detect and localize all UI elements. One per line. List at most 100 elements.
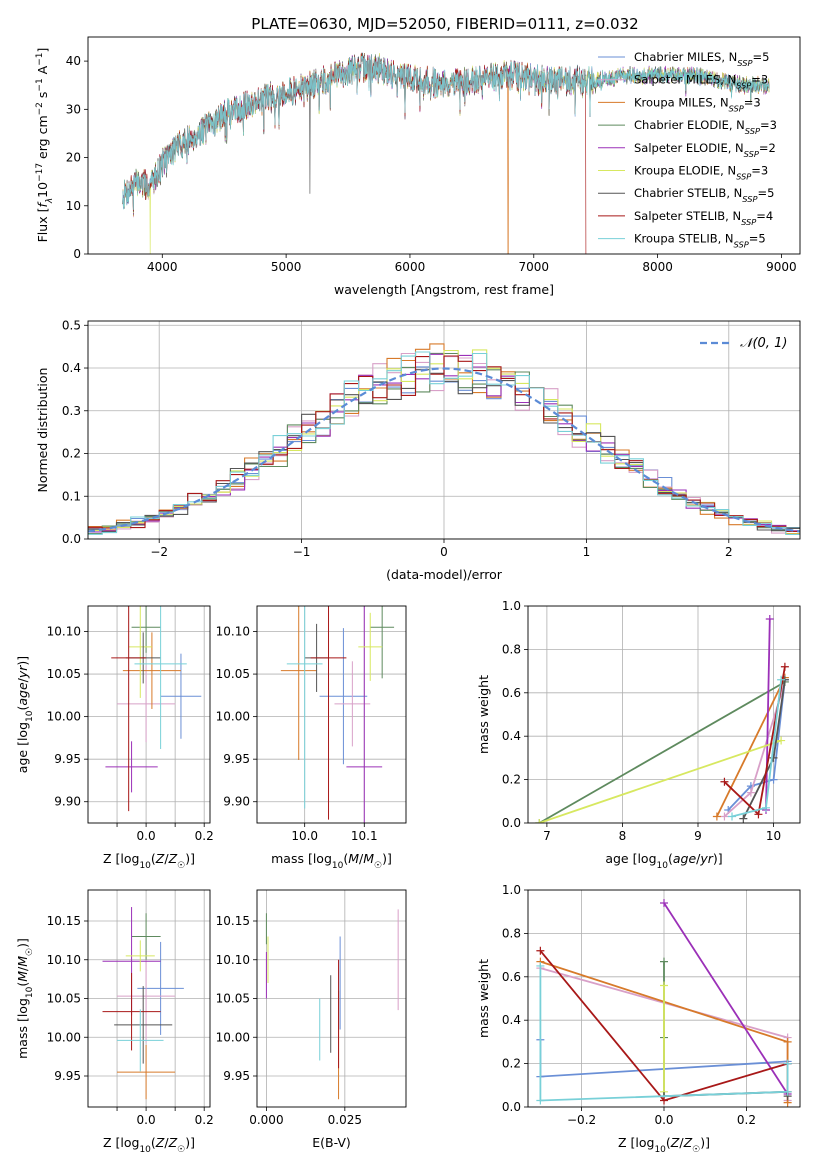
legend-label-0: Chabrier MILES, NSSP=5 xyxy=(634,50,769,68)
weight-marker xyxy=(712,812,721,821)
weight-line-8 xyxy=(539,966,789,1102)
weight-marker xyxy=(777,736,786,745)
errorbar-point-4 xyxy=(105,741,158,793)
residual-hist-6 xyxy=(88,369,800,533)
weight-marker xyxy=(777,675,786,684)
weight-marker xyxy=(783,1087,792,1096)
panel-weight_vs_z: −0.2 0.0 0.2 0.0 0.2 0.4 0.6 0.8 1.0 Z [log10(Z/Z… xyxy=(476,883,801,1155)
errorbar-point-8 xyxy=(286,606,323,809)
panel-weight_vs_age: 7 8 9 10 0.0 0.2 0.4 0.6 0.8 1.0 age [log10(age/yr… xyxy=(476,599,801,871)
weight-marker xyxy=(762,803,770,812)
y-tick-label: 9.90 xyxy=(223,795,250,809)
x-tick-label: −1 xyxy=(293,545,311,559)
x-tick-label: 0 xyxy=(440,545,448,559)
axes-frame xyxy=(87,889,211,1108)
panel-age_vs_z: 0.0 0.2 9.90 9.95 10.00 10.05 10.10 Z [log10(Z/… xyxy=(15,605,214,871)
plot-area-weight_vs_age xyxy=(528,606,800,823)
legend-label-6: Chabrier STELIB, NSSP=5 xyxy=(634,186,774,204)
x-axis-label: mass [log10(M/M☉)] xyxy=(271,851,392,871)
y-tick-label: 0.5 xyxy=(62,318,81,332)
weight-marker xyxy=(536,961,545,970)
x-tick-label: 0.0 xyxy=(137,829,156,843)
y-axis-label: Flux [fλ10−17 erg cm−2 s−1 A−1] xyxy=(35,48,55,243)
x-tick-label: 0.000 xyxy=(249,1113,283,1127)
y-tick-label: 0.8 xyxy=(502,642,521,656)
x-tick-label: 9000 xyxy=(766,260,797,274)
weight-marker xyxy=(769,753,778,762)
errorbar-point-0 xyxy=(319,628,368,765)
y-tick-label: 10.00 xyxy=(47,710,81,724)
y-tick-label: 0.4 xyxy=(502,729,521,743)
y-tick-label: 0.4 xyxy=(62,361,81,375)
x-axis-label: (data-model)/error xyxy=(386,567,503,582)
y-tick-label: 0.2 xyxy=(62,447,81,461)
plot-area-residuals xyxy=(88,321,800,539)
x-tick-label: 10 xyxy=(766,829,781,843)
spectrum-line-7 xyxy=(122,52,587,254)
errorbar-point-3 xyxy=(131,606,161,653)
y-tick-label: 0.6 xyxy=(502,970,521,984)
residual-hist-7 xyxy=(88,355,800,533)
panel-mass_vs_ebv: 0.000 0.025 9.95 10.00 10.05 10.10 10.15 E(B-V) xyxy=(216,889,407,1150)
weight-marker xyxy=(720,812,729,821)
x-tick-label: 1 xyxy=(583,545,591,559)
legend-label-4: Salpeter ELODIE, NSSP=2 xyxy=(634,141,776,159)
y-tick-label: 10.15 xyxy=(47,914,81,928)
y-tick-label: 0.0 xyxy=(62,532,81,546)
plot-area-age_vs_z xyxy=(88,606,210,823)
y-tick-label: 10.05 xyxy=(47,667,81,681)
legend-label-8: Kroupa STELIB, NSSP=5 xyxy=(634,232,766,250)
x-tick-label: 6000 xyxy=(395,260,426,274)
axes-frame xyxy=(527,605,801,824)
y-tick-label: 10.00 xyxy=(47,1030,81,1044)
x-tick-label: 5000 xyxy=(271,260,302,274)
y-tick-label: 0 xyxy=(73,247,81,261)
y-tick-label: 40 xyxy=(66,54,81,68)
y-tick-label: 9.95 xyxy=(54,752,81,766)
weight-marker xyxy=(720,777,729,786)
axes-frame xyxy=(87,320,801,540)
errorbar-point-1 xyxy=(117,665,176,743)
y-tick-label: 9.95 xyxy=(54,1069,81,1083)
y-axis-label: mass weight xyxy=(476,959,491,1038)
y-tick-label: 20 xyxy=(66,151,81,165)
legend-label-7: Salpeter STELIB, NSSP=4 xyxy=(634,209,773,227)
y-tick-label: 0.0 xyxy=(502,1100,521,1114)
y-tick-label: 10.15 xyxy=(216,914,250,928)
errorbar-point-5 xyxy=(125,940,155,972)
errorbar-point-2 xyxy=(117,1045,176,1100)
y-tick-label: 10.10 xyxy=(216,625,250,639)
x-axis-label: Z [log10(Z/Z☉)] xyxy=(103,1135,195,1155)
errorbar-point-3 xyxy=(370,606,395,679)
y-tick-label: 10.05 xyxy=(216,992,250,1006)
x-axis-label: age [log10(age/yr)] xyxy=(605,851,722,871)
x-tick-label: 10.1 xyxy=(351,829,378,843)
y-tick-label: 9.95 xyxy=(223,1069,250,1083)
x-axis-label: Z [log10(Z/Z☉)] xyxy=(618,1135,710,1155)
y-tick-label: 10.00 xyxy=(216,1030,250,1044)
residual-hist-8 xyxy=(88,351,800,536)
y-tick-label: 0.1 xyxy=(62,489,81,503)
weight-marker xyxy=(660,899,668,908)
y-tick-label: 0.2 xyxy=(502,773,521,787)
errorbar-point-2 xyxy=(122,632,181,709)
legend-label-3: Chabrier ELODIE, NSSP=3 xyxy=(634,118,777,136)
weight-marker xyxy=(728,812,736,821)
weight-marker xyxy=(780,662,789,671)
weight-line-2 xyxy=(716,677,786,817)
y-tick-label: 10.05 xyxy=(47,992,81,1006)
errorbar-point-1 xyxy=(117,949,176,1043)
y-tick-label: 10.10 xyxy=(47,953,81,967)
weight-line-4 xyxy=(663,902,789,1095)
spectrum-line-8 xyxy=(122,53,770,210)
legend-label-1: Salpeter MILES, NSSP=3 xyxy=(634,73,768,91)
axes-frame xyxy=(256,605,407,824)
weight-line-3 xyxy=(538,681,786,823)
errorbar-point-3 xyxy=(131,913,161,960)
legend-label-normal: 𝒩(0, 1) xyxy=(740,336,787,351)
x-tick-label: 0.2 xyxy=(195,829,214,843)
x-tick-label: 10.0 xyxy=(291,829,318,843)
weight-marker xyxy=(536,1096,545,1105)
panel-residuals: −2 −1 0 1 2 0.0 0.1 0.2 0.3 0.4 0.5 𝒩(0, 1) (data-mo… xyxy=(35,318,801,582)
